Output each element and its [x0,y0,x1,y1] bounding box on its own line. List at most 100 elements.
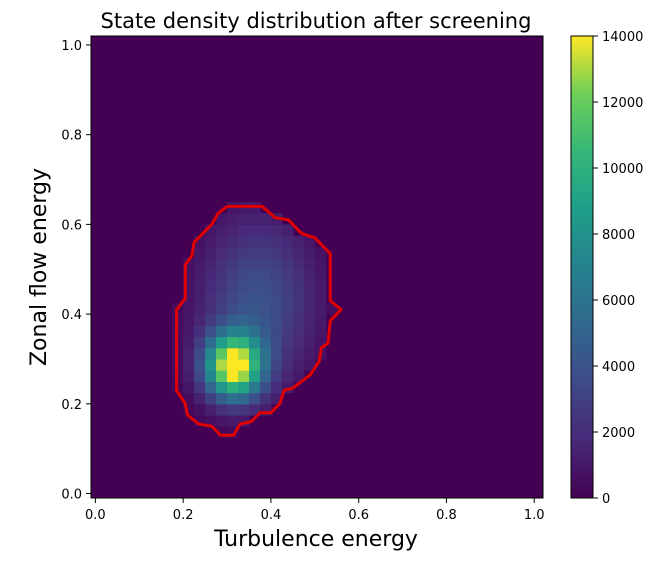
heatmap-cell [270,381,283,394]
heatmap-cell [281,381,294,394]
heatmap-cell [216,370,228,382]
heatmap-cell [183,302,195,315]
heatmap-cell [205,415,217,427]
heatmap-cell [227,213,239,225]
x-tick-label: 0.8 [436,508,457,523]
heatmap-cell [238,314,250,326]
heatmap-cell [314,336,327,349]
heatmap-cell [259,269,272,282]
heatmap-cell [205,224,217,237]
heatmap-cell [194,415,206,427]
heatmap-cell [292,235,305,248]
x-tick-label: 0.2 [173,508,194,523]
heatmap-cell [259,213,272,225]
heatmap-cell [216,269,228,282]
heatmap-cell [205,302,217,315]
colorbar-tick-label: 14000 [602,30,643,45]
heatmap-cell [259,347,272,360]
heatmap-cell [248,235,261,248]
heatmap-cell [259,370,272,382]
heatmap-cell [227,302,239,315]
colorbar-tick-label: 6000 [602,294,635,309]
heatmap-cell [303,325,316,338]
heatmap-cell [216,415,228,427]
heatmap-cell [216,280,228,293]
heatmap-cell [292,302,305,315]
heatmap-cell [238,224,250,237]
heatmap-cell [227,403,239,416]
heatmap-cell [292,325,305,338]
heatmap-cell [270,314,283,326]
heatmap-cell [238,269,250,282]
y-tick-label: 0.2 [61,398,82,413]
heatmap-cell [216,336,228,349]
heatmap-cell [227,381,239,394]
heatmap-cell [238,415,250,427]
heatmap-cell [227,291,239,304]
heatmap-cell [292,280,305,293]
heatmap-cell [270,392,283,405]
heatmap-cell [227,280,239,293]
heatmap-cell [194,269,206,282]
heatmap-cell [270,336,283,349]
heatmap-cell [292,314,305,326]
heatmap-cell [205,336,217,349]
heatmap-cell [183,358,195,371]
heatmap-cell [248,258,261,270]
heatmap-cell [216,258,228,270]
heatmap-cell [248,291,261,304]
heatmap-cell [205,269,217,282]
y-tick-label: 0.0 [61,488,82,503]
heatmap-cell [292,358,305,371]
heatmap-cell [259,280,272,293]
colorbar-ticks: 0 2000 4000 6000 8000 10000 12000 14000 [593,30,643,507]
heatmap-cell [281,370,294,382]
heatmap-cell [259,358,272,371]
x-tick-label: 1.0 [524,508,545,523]
heatmap-cell [194,358,206,371]
y-tick-label: 1.0 [61,39,82,54]
heatmap-cell [259,246,272,259]
heatmap-cell [281,302,294,315]
heatmap-cell [183,314,195,326]
heatmap-cell [205,246,217,259]
colorbar-tick-label: 2000 [602,426,635,441]
heatmap-cell [314,314,327,326]
heatmap-cell [238,258,250,270]
heatmap-cell [281,224,294,237]
heatmap-cell [270,291,283,304]
heatmap-cell [227,235,239,248]
heatmap-cell [259,291,272,304]
heatmap-cell [259,325,272,338]
heatmap-cell [281,258,294,270]
heatmap-cell [194,392,206,405]
x-tick-label: 0.4 [261,508,282,523]
heatmap-cell [270,302,283,315]
heatmap-cell [292,370,305,382]
heatmap-cell [281,280,294,293]
heatmap-cell [205,358,217,371]
heatmap-cell [238,403,250,416]
heatmap-cell [238,213,250,225]
heatmap-cell [303,246,316,259]
heatmap-cell [281,291,294,304]
heatmap-cell [194,381,206,394]
heatmap-cell [238,325,250,338]
heatmap-cell [303,314,316,326]
heatmap-cell [248,246,261,259]
heatmap-cell [314,280,327,293]
heatmap-cell [292,336,305,349]
heatmap-cell [270,280,283,293]
heatmap-cell [205,235,217,248]
heatmap-cell [303,280,316,293]
heatmap-cell [227,370,239,382]
heatmap-cell [248,403,261,416]
heatmap-cell [248,392,261,405]
heatmap-cell [205,258,217,270]
heatmap-cell [238,235,250,248]
x-tick-label: 0.0 [85,508,106,523]
heatmap-cell [303,235,316,248]
heatmap-cell [259,302,272,315]
colorbar-tick-label: 0 [602,492,610,507]
heatmap-cell [259,258,272,270]
